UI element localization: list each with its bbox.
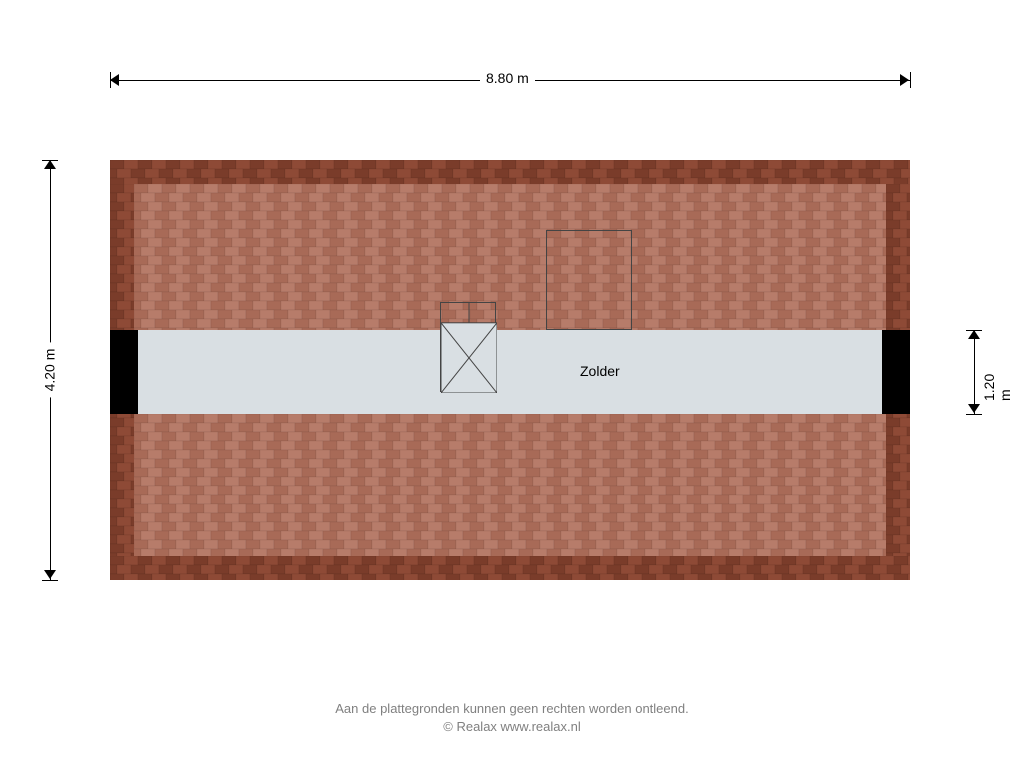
dimension-width-label: 8.80 m [480, 70, 535, 86]
roof-tile-light [134, 414, 886, 556]
room-label: Zolder [580, 363, 620, 379]
dimension-arrow-icon [44, 160, 56, 169]
wall-end-left [110, 330, 138, 414]
roof-tile-dark [110, 556, 910, 580]
footer-line1: Aan de plattegronden kunnen geen rechten… [0, 700, 1024, 718]
stair-hatch-icon [440, 302, 496, 392]
skylight-outline [546, 230, 632, 330]
dimension-height-right-label: 1.20 m [981, 353, 1013, 407]
dimension-arrow-icon [44, 570, 56, 579]
roof-tile-light [134, 184, 886, 330]
dimension-arrow-icon [900, 74, 909, 86]
footer-line2: © Realax www.realax.nl [0, 718, 1024, 736]
dimension-arrow-icon [968, 330, 980, 339]
dimension-tick [42, 580, 58, 581]
dimension-line [974, 330, 975, 414]
wall-end-right [882, 330, 910, 414]
roof-tile-dark [110, 160, 910, 184]
attic-floor [110, 330, 910, 414]
footer-text: Aan de plattegronden kunnen geen rechten… [0, 700, 1024, 736]
roof-plan: Zolder [110, 160, 910, 580]
dimension-tick [966, 414, 982, 415]
dimension-arrow-icon [968, 404, 980, 413]
dimension-tick [910, 72, 911, 88]
floorplan-canvas: 8.80 m 4.20 m 1.20 m Zolder Aan de platt… [0, 0, 1024, 768]
dimension-arrow-icon [110, 74, 119, 86]
dimension-height-left-label: 4.20 m [41, 343, 57, 398]
